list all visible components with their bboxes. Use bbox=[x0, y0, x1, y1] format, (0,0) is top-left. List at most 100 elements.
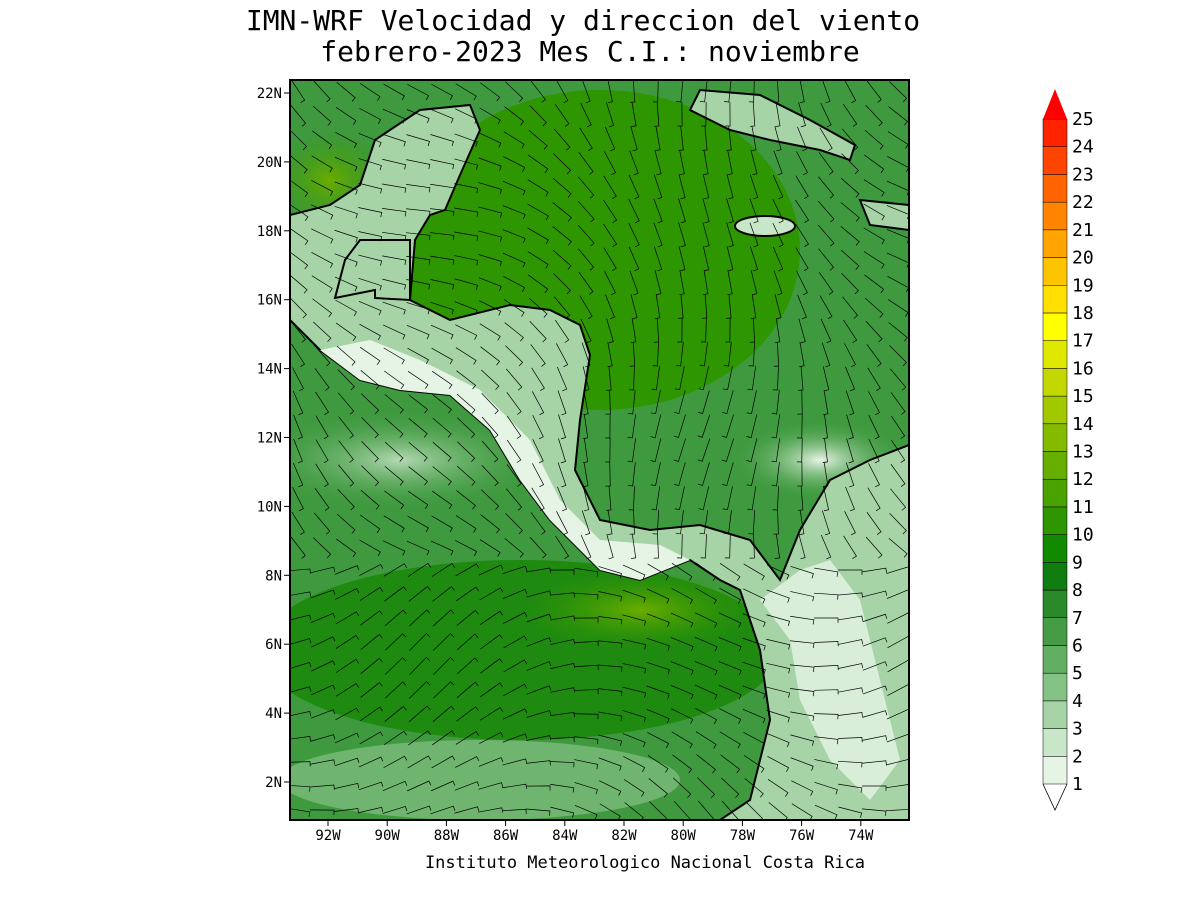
wind-barb bbox=[293, 414, 303, 440]
wind-barb bbox=[772, 485, 779, 511]
colorbar-label: 15 bbox=[1072, 386, 1094, 407]
wind-barb bbox=[722, 486, 733, 511]
wind-barb bbox=[646, 588, 670, 604]
wind-barb bbox=[838, 806, 863, 818]
wind-barb bbox=[359, 731, 384, 745]
wind-barb bbox=[891, 439, 906, 463]
wind-barb bbox=[840, 177, 860, 198]
colorbar-label: 20 bbox=[1072, 248, 1094, 269]
wind-barb bbox=[456, 706, 479, 722]
wind-barb bbox=[310, 612, 336, 624]
wind-barb bbox=[290, 568, 311, 574]
wind-barb bbox=[766, 710, 790, 723]
wind-barb bbox=[479, 539, 501, 557]
wind-barb bbox=[866, 512, 882, 535]
wind-barb bbox=[480, 369, 500, 390]
lat-label: 18N bbox=[257, 224, 282, 240]
wind-barb bbox=[338, 464, 355, 487]
wind-barb bbox=[528, 154, 549, 174]
wind-barb bbox=[886, 205, 909, 220]
wind-barb bbox=[654, 150, 662, 176]
wind-barb bbox=[430, 780, 456, 792]
wind-barb bbox=[479, 732, 504, 744]
wind-barb bbox=[359, 563, 384, 576]
wind-barb bbox=[695, 612, 718, 628]
wind-barb bbox=[553, 128, 571, 151]
wind-barb bbox=[456, 633, 479, 651]
wind-barb bbox=[697, 390, 710, 414]
wind-barb bbox=[337, 392, 355, 415]
wind-barb bbox=[358, 231, 383, 242]
wind-barb bbox=[696, 754, 716, 774]
wind-barb bbox=[406, 805, 432, 815]
wind-barb bbox=[580, 534, 592, 560]
wind-barb bbox=[718, 637, 742, 652]
wind-barb bbox=[408, 418, 428, 438]
wind-barb bbox=[480, 346, 501, 366]
wind-barb bbox=[766, 614, 790, 626]
colorbar-box bbox=[1042, 257, 1068, 286]
wind-barb bbox=[838, 639, 864, 645]
colorbar-box bbox=[1042, 423, 1068, 452]
wind-barb bbox=[647, 732, 670, 748]
wind-barb bbox=[431, 755, 456, 769]
wind-barb bbox=[293, 438, 303, 464]
wind-barb bbox=[456, 681, 479, 699]
lon-label: 82W bbox=[611, 828, 637, 844]
wind-barb bbox=[890, 464, 906, 487]
wind-barb bbox=[527, 179, 549, 197]
colorbar-top-arrow bbox=[1043, 89, 1067, 119]
wind-barb bbox=[526, 685, 552, 695]
wind-barb bbox=[603, 199, 618, 223]
wind-barb bbox=[503, 276, 526, 293]
wind-barb bbox=[677, 317, 683, 343]
wind-barb bbox=[358, 756, 384, 768]
wind-barb bbox=[598, 711, 623, 721]
wind-barb bbox=[407, 371, 429, 389]
wind-barb bbox=[891, 415, 906, 439]
wind-barb bbox=[526, 808, 551, 816]
wind-barb bbox=[480, 682, 503, 698]
wind-barb bbox=[337, 489, 355, 511]
wind-barb bbox=[678, 198, 686, 224]
wind-barb bbox=[652, 80, 659, 103]
wind-barb bbox=[842, 103, 858, 127]
wind-barb bbox=[843, 319, 858, 343]
wind-barb bbox=[360, 370, 380, 390]
wind-barb bbox=[290, 662, 312, 669]
wind-barb bbox=[603, 247, 617, 272]
wind-barb bbox=[743, 588, 766, 604]
wind-barb bbox=[843, 535, 857, 559]
wind-barb bbox=[574, 805, 598, 820]
wind-barb bbox=[407, 515, 429, 533]
wind-barb bbox=[290, 711, 312, 717]
wind-barb bbox=[558, 438, 566, 464]
wind-barb bbox=[888, 537, 908, 558]
wind-barb bbox=[334, 205, 358, 219]
wind-barb bbox=[290, 761, 311, 767]
wind-barb bbox=[796, 271, 808, 296]
wind-barb bbox=[628, 246, 640, 272]
wind-barb bbox=[506, 392, 522, 415]
wind-barb bbox=[719, 731, 741, 749]
wind-barb bbox=[726, 126, 732, 151]
wind-barb bbox=[766, 638, 791, 650]
wind-barb bbox=[747, 366, 757, 391]
wind-barb bbox=[724, 80, 732, 103]
wind-barb bbox=[723, 342, 732, 367]
wind-barb bbox=[311, 252, 334, 269]
lat-label: 8N bbox=[265, 568, 282, 584]
wind-barb bbox=[864, 129, 884, 150]
wind-barb bbox=[725, 317, 731, 343]
wind-barb bbox=[862, 760, 887, 766]
wind-barb bbox=[702, 294, 708, 319]
wind-barb bbox=[552, 177, 572, 198]
wind-barb bbox=[653, 317, 660, 343]
wind-barb bbox=[818, 248, 835, 271]
wind-barb bbox=[774, 294, 782, 320]
wind-barb bbox=[653, 533, 659, 559]
colorbar-label: 18 bbox=[1072, 303, 1094, 324]
wind-barb bbox=[845, 366, 856, 392]
wind-barb bbox=[553, 153, 572, 175]
wind-barb bbox=[573, 617, 599, 623]
